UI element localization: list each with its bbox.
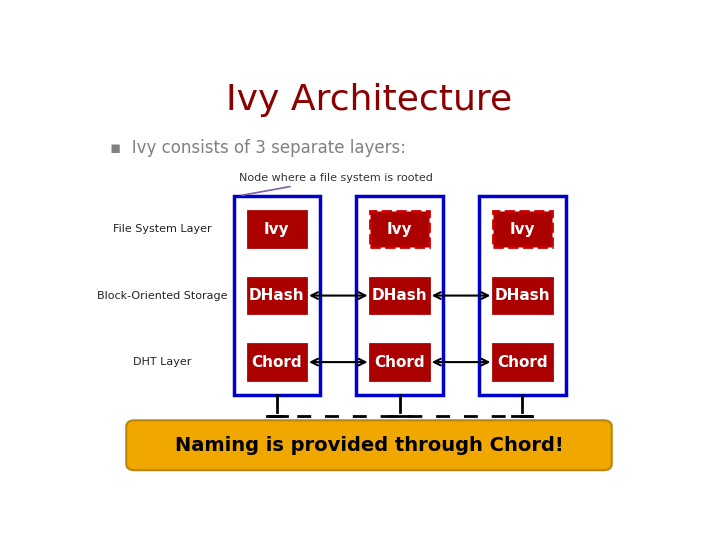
Text: Chord: Chord: [497, 355, 548, 369]
Text: Chord: Chord: [374, 355, 425, 369]
Text: Ivy Architecture: Ivy Architecture: [226, 83, 512, 117]
FancyBboxPatch shape: [248, 345, 306, 380]
Text: Node where a file system is rooted: Node where a file system is rooted: [238, 173, 433, 195]
FancyBboxPatch shape: [356, 196, 443, 395]
FancyBboxPatch shape: [234, 196, 320, 395]
Text: Chord: Chord: [251, 355, 302, 369]
Text: DHash: DHash: [249, 288, 305, 303]
Text: Naming is provided through Chord!: Naming is provided through Chord!: [175, 436, 563, 455]
FancyBboxPatch shape: [248, 278, 306, 313]
Text: Ivy: Ivy: [387, 221, 413, 237]
Text: Ivy: Ivy: [510, 221, 535, 237]
FancyBboxPatch shape: [480, 196, 566, 395]
FancyBboxPatch shape: [493, 345, 552, 380]
Text: DHash: DHash: [372, 288, 428, 303]
Text: DHT Layer: DHT Layer: [133, 357, 192, 367]
Text: Block-Oriented Storage: Block-Oriented Storage: [97, 291, 228, 301]
FancyBboxPatch shape: [370, 278, 429, 313]
Text: DHash: DHash: [495, 288, 550, 303]
Text: File System Layer: File System Layer: [113, 224, 212, 234]
Text: Ivy: Ivy: [264, 221, 289, 237]
FancyBboxPatch shape: [370, 211, 429, 247]
FancyBboxPatch shape: [126, 420, 612, 470]
FancyBboxPatch shape: [493, 211, 552, 247]
FancyBboxPatch shape: [370, 345, 429, 380]
Text: ▪  Ivy consists of 3 separate layers:: ▪ Ivy consists of 3 separate layers:: [109, 139, 405, 157]
FancyBboxPatch shape: [248, 211, 306, 247]
FancyBboxPatch shape: [493, 278, 552, 313]
